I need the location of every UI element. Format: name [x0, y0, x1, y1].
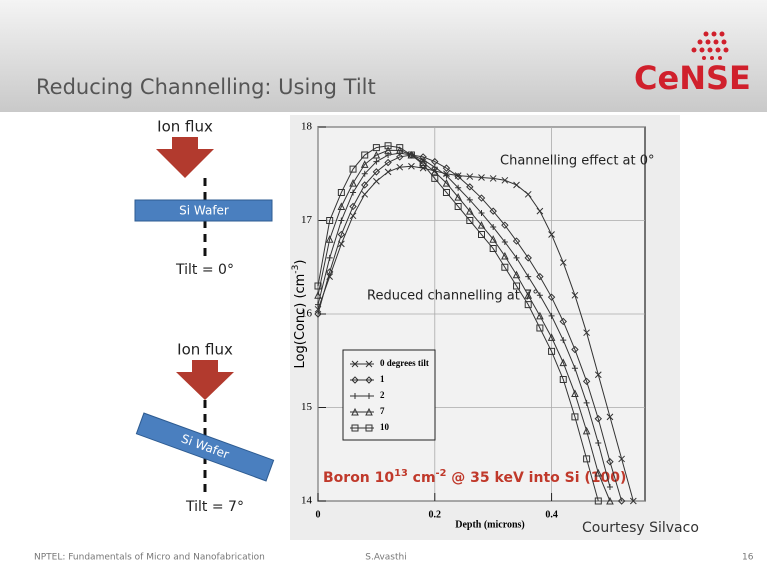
- credit: Courtesy Silvaco: [582, 520, 699, 536]
- text-part: Boron 10: [323, 470, 394, 486]
- flux-arrow: [176, 360, 234, 400]
- text-part: -2: [436, 468, 447, 479]
- legend: 0 degrees tilt 1 2 7 10: [343, 350, 435, 440]
- flux-label: Ion flux: [177, 341, 233, 359]
- y-tick-label: 18: [301, 121, 313, 133]
- page: Reducing Channelling: Using Tilt CeNSE I…: [0, 0, 767, 578]
- y-tick-label: 15: [301, 401, 313, 413]
- logo-text: CeNSE: [634, 59, 751, 97]
- y-tick-label: 14: [301, 495, 313, 507]
- legend-label: 2: [380, 390, 385, 400]
- diagram-top: Ion flux Si Wafer Tilt = 0°: [135, 118, 272, 279]
- annotation: Reduced channelling at 7°: [367, 289, 539, 304]
- text-part: Log(Conc) (cm: [293, 274, 308, 369]
- chart: 141516171800.20.4Depth (microns)Log(Conc…: [291, 121, 655, 531]
- footer-left: NPTEL: Fundamentals of Micro and Nanofab…: [34, 553, 265, 563]
- slide: Reducing Channelling: Using Tilt CeNSE I…: [0, 0, 767, 578]
- text-part: ): [293, 260, 308, 265]
- slide-title: Reducing Channelling: Using Tilt: [36, 75, 376, 99]
- legend-label: 0 degrees tilt: [380, 358, 429, 368]
- legend-label: 7: [380, 406, 385, 416]
- flux-arrow: [156, 137, 214, 178]
- x-tick-label: 0.4: [545, 509, 558, 520]
- tilt-label: Tilt = 0°: [175, 262, 234, 278]
- x-axis-label: Depth (microns): [455, 519, 525, 530]
- x-tick-label: 0: [316, 509, 321, 520]
- y-tick-label: 17: [301, 214, 313, 226]
- legend-label: 10: [380, 422, 390, 432]
- text-part: cm: [408, 470, 436, 486]
- x-tick-label: 0.2: [429, 509, 442, 520]
- diagram-bottom: Ion flux Si Wafer Tilt = 7°: [136, 341, 273, 516]
- footer-center: S.Avasthi: [365, 553, 406, 563]
- legend-label: 1: [380, 374, 385, 384]
- flux-label: Ion flux: [157, 118, 213, 136]
- text-part: 13: [394, 468, 408, 479]
- y-axis-label: Log(Conc) (cm-3): [291, 260, 308, 369]
- annotation: Channelling effect at 0°: [500, 154, 655, 169]
- tilt-label: Tilt = 7°: [185, 499, 244, 515]
- text-part: -3: [291, 264, 301, 273]
- page-number: 16: [742, 553, 754, 563]
- condition-note: Boron 1013 cm-2 @ 35 keV into Si (100): [323, 468, 626, 487]
- wafer-label: Si Wafer: [179, 204, 229, 218]
